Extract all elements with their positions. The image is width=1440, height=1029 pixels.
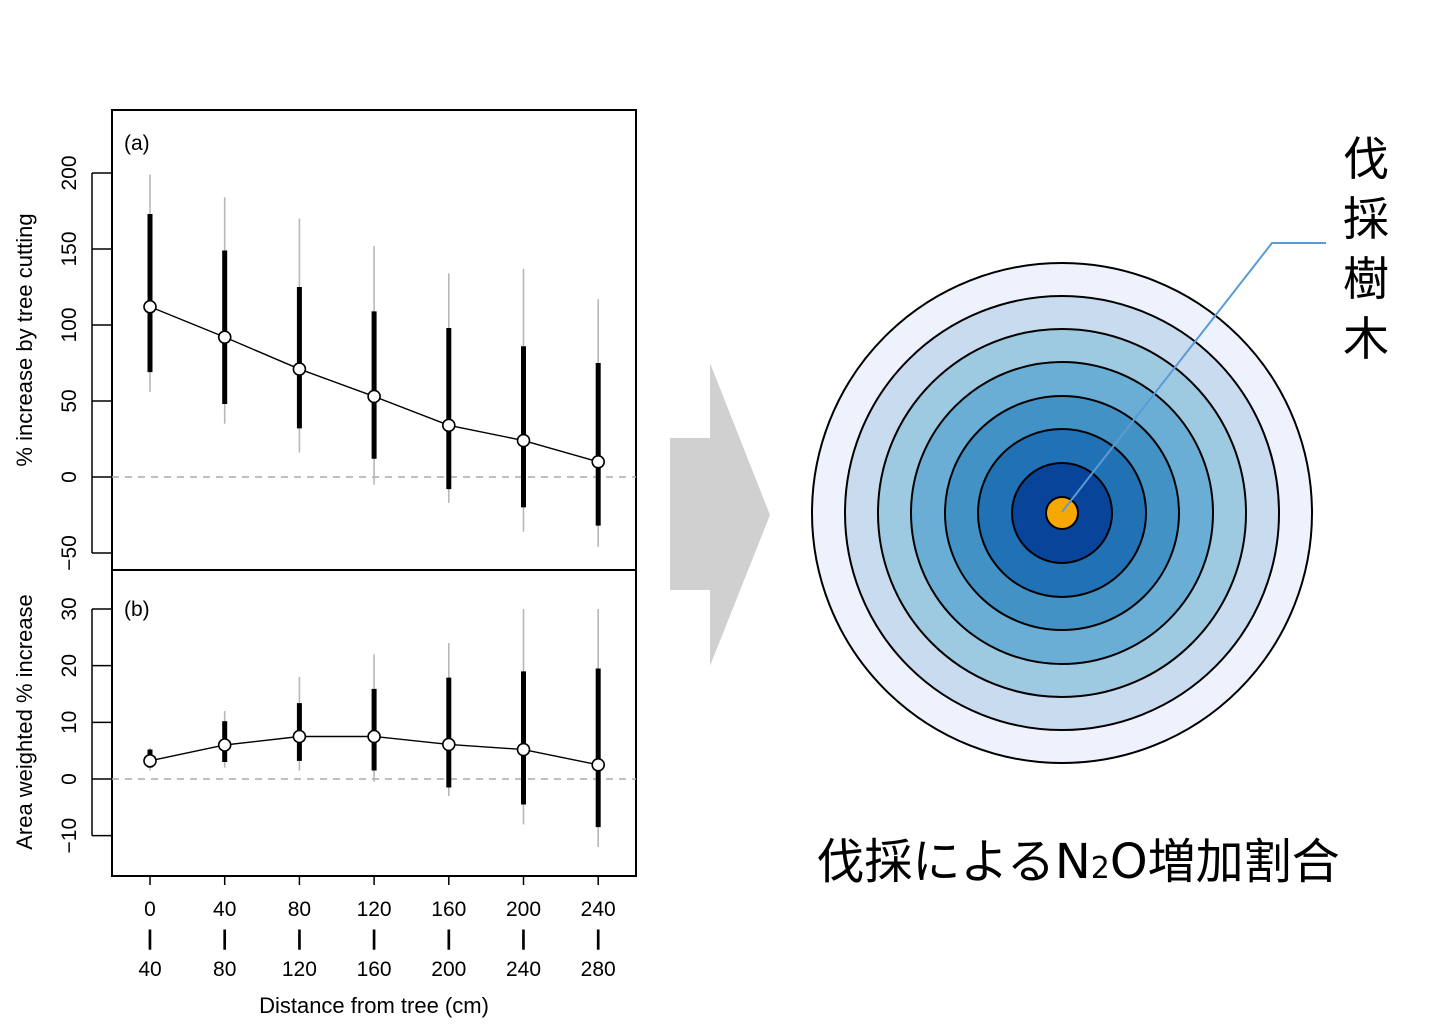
data-point bbox=[516, 433, 531, 448]
caption-part-1: 伐採によるN bbox=[816, 834, 1090, 890]
y-tick-label: 0 bbox=[58, 773, 81, 785]
tree-label-char-1: 伐 bbox=[1343, 132, 1389, 186]
x-axis-label: Distance from tree (cm) bbox=[259, 993, 489, 1018]
concentric-rings-diagram bbox=[811, 262, 1313, 764]
y-tick-label: 100 bbox=[58, 307, 81, 342]
x-tick-label-end: 120 bbox=[282, 958, 317, 981]
panel-a-label: (a) bbox=[124, 132, 150, 155]
data-point bbox=[143, 299, 157, 314]
panel-a: (a) −50 0 50 100 150 200 % increase by tree c… bbox=[12, 109, 637, 571]
x-tick-label-end: 280 bbox=[581, 958, 616, 981]
y-tick-label: 150 bbox=[58, 231, 81, 266]
x-tick-label-end: 160 bbox=[357, 958, 392, 981]
x-tick-separator: | bbox=[521, 927, 527, 950]
data-point bbox=[292, 362, 307, 376]
panel-b: (b) −10 0 10 20 30 Area weighted % increase bbox=[12, 569, 637, 877]
y-tick-label: −50 bbox=[58, 535, 81, 571]
x-tick-label-end: 40 bbox=[138, 958, 161, 981]
data-point bbox=[143, 754, 157, 768]
panel-a-y-axis-label: % increase by tree cutting bbox=[12, 213, 37, 466]
caption-subscript: 2 bbox=[1091, 851, 1110, 886]
y-tick-label: 50 bbox=[58, 389, 81, 412]
x-tick-label-end: 200 bbox=[431, 958, 466, 981]
x-tick-label-start: 0 bbox=[144, 898, 156, 921]
x-tick-separator: | bbox=[371, 927, 377, 950]
tree-label: 伐 採 樹 木 bbox=[1343, 132, 1389, 366]
y-tick-label: 0 bbox=[58, 471, 81, 483]
tree-leader-line bbox=[1061, 242, 1326, 513]
panel-a-y-axis: −50 0 50 100 150 200 bbox=[58, 155, 112, 571]
panel-b-label: (b) bbox=[124, 598, 150, 621]
x-tick-label-start: 40 bbox=[213, 898, 236, 921]
x-tick-label-end: 240 bbox=[506, 958, 541, 981]
x-tick-label-end: 80 bbox=[213, 958, 236, 981]
y-tick-label: 200 bbox=[58, 155, 81, 190]
x-axis: 0 | 40 40 | 80 80 | 120 120 | 160 160 | 200 200 | 240 240 |… bbox=[138, 875, 616, 981]
cut-tree-marker bbox=[1045, 496, 1079, 530]
y-tick-label: 30 bbox=[58, 597, 81, 620]
panel-b-y-axis-label: Area weighted % increase bbox=[12, 594, 37, 850]
x-tick-label-start: 120 bbox=[357, 898, 392, 921]
y-tick-label: 10 bbox=[58, 711, 81, 734]
x-tick-separator: | bbox=[446, 927, 452, 950]
data-point bbox=[591, 454, 606, 469]
x-tick-separator: | bbox=[595, 927, 601, 950]
x-tick-label-start: 160 bbox=[431, 898, 466, 921]
data-point bbox=[441, 737, 456, 752]
diagram-caption: 伐採によるN2O増加割合 bbox=[816, 834, 1339, 890]
y-tick-label: 20 bbox=[58, 654, 81, 677]
x-tick-label-start: 80 bbox=[288, 898, 311, 921]
data-point bbox=[217, 738, 232, 752]
panel-a-series bbox=[143, 174, 606, 547]
x-tick-label-start: 200 bbox=[506, 898, 541, 921]
tree-label-char-3: 樹 bbox=[1343, 252, 1389, 306]
data-point bbox=[516, 742, 531, 757]
data-point bbox=[591, 758, 606, 772]
panel-b-y-axis: −10 0 10 20 30 bbox=[58, 597, 112, 853]
data-point bbox=[367, 729, 381, 744]
x-tick-separator: | bbox=[222, 927, 228, 950]
data-point bbox=[367, 389, 381, 404]
right-arrow-shape bbox=[670, 363, 770, 666]
data-point bbox=[217, 330, 232, 344]
data-point bbox=[292, 729, 307, 744]
panel-b-series bbox=[143, 609, 606, 847]
x-tick-label-start: 240 bbox=[581, 898, 616, 921]
y-tick-label: −10 bbox=[58, 818, 81, 854]
tree-label-char-2: 採 bbox=[1343, 192, 1389, 246]
caption-part-2: O増加割合 bbox=[1110, 834, 1340, 890]
x-tick-separator: | bbox=[296, 927, 302, 950]
tree-label-char-4: 木 bbox=[1343, 312, 1389, 366]
x-tick-separator: | bbox=[147, 927, 153, 950]
data-point bbox=[441, 418, 456, 433]
